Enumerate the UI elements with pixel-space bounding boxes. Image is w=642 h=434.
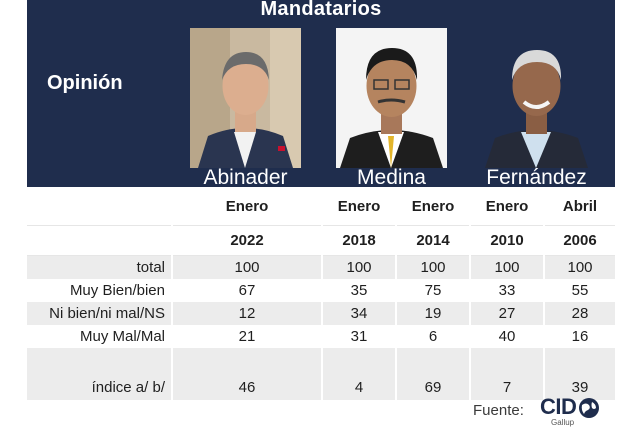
leader-name-abinader: Abinader xyxy=(203,166,288,189)
leader-name-medina: Medina xyxy=(357,166,426,189)
table-cell: 6 xyxy=(395,325,470,348)
leader-name-fernandez: Fernández xyxy=(486,166,587,189)
column-month: Enero xyxy=(171,187,322,226)
table-cell: 100 xyxy=(171,255,322,279)
table-cell: 7 xyxy=(469,375,544,400)
row-label: índice a/ b/ xyxy=(27,375,172,400)
table-cell: 55 xyxy=(543,279,615,302)
table-cell: 4 xyxy=(321,375,396,400)
table-cell: 100 xyxy=(543,255,615,279)
table-cell: 75 xyxy=(395,279,470,302)
table-cell: 46 xyxy=(171,375,322,400)
table-cell: 21 xyxy=(171,325,322,348)
column-year: 2014 xyxy=(395,225,470,256)
source-label: Fuente: xyxy=(473,402,524,419)
column-month: Enero xyxy=(395,187,470,226)
cid-gallup-logo: CID Gallup xyxy=(540,394,602,430)
photo-abinader xyxy=(190,28,301,168)
table-spacer-row xyxy=(27,348,615,375)
column-month: Enero xyxy=(469,187,544,226)
opinion-label: Opinión xyxy=(47,72,123,94)
table-header-years: 2022 2018 2014 2010 2006 xyxy=(27,225,615,256)
opinion-table: Enero Enero Enero Enero Abril 2022 2018 … xyxy=(27,187,615,400)
photo-fernandez xyxy=(481,28,592,168)
column-year: 2010 xyxy=(469,225,544,256)
column-year: 2022 xyxy=(171,225,322,256)
table-row-index: índice a/ b/ 46 4 69 7 39 xyxy=(27,375,615,400)
table-cell: 39 xyxy=(543,375,615,400)
table-cell: 31 xyxy=(321,325,396,348)
table-row: Muy Bien/bien 67 35 75 33 55 xyxy=(27,279,615,302)
table-cell: 33 xyxy=(469,279,544,302)
table-row: total 100 100 100 100 100 xyxy=(27,255,615,279)
table-cell: 12 xyxy=(171,302,322,325)
table-cell: 16 xyxy=(543,325,615,348)
logo-sub: Gallup xyxy=(551,418,575,427)
table-row: Muy Mal/Mal 21 31 6 40 16 xyxy=(27,325,615,348)
logo-text: CID xyxy=(540,394,577,419)
photo-medina xyxy=(336,28,447,168)
header-corner xyxy=(27,187,172,226)
column-month: Enero xyxy=(321,187,396,226)
row-label: Ni bien/ni mal/NS xyxy=(27,302,172,325)
table-cell: 100 xyxy=(469,255,544,279)
row-label: total xyxy=(27,255,172,279)
table-cell: 69 xyxy=(395,375,470,400)
row-label: Muy Bien/bien xyxy=(27,279,172,302)
table-row: Ni bien/ni mal/NS 12 34 19 27 28 xyxy=(27,302,615,325)
table-cell: 35 xyxy=(321,279,396,302)
table-cell: 27 xyxy=(469,302,544,325)
table-cell: 34 xyxy=(321,302,396,325)
table-cell: 28 xyxy=(543,302,615,325)
table-cell: 40 xyxy=(469,325,544,348)
globe-icon xyxy=(579,398,599,418)
column-month: Abril xyxy=(543,187,615,226)
header-corner xyxy=(27,225,172,256)
column-year: 2006 xyxy=(543,225,615,256)
table-cell: 100 xyxy=(395,255,470,279)
table-header-months: Enero Enero Enero Enero Abril xyxy=(27,187,615,226)
column-year: 2018 xyxy=(321,225,396,256)
row-label: Muy Mal/Mal xyxy=(27,325,172,348)
table-cell: 19 xyxy=(395,302,470,325)
header-title: Mandatarios xyxy=(260,0,382,20)
table-cell: 100 xyxy=(321,255,396,279)
table-cell: 67 xyxy=(171,279,322,302)
